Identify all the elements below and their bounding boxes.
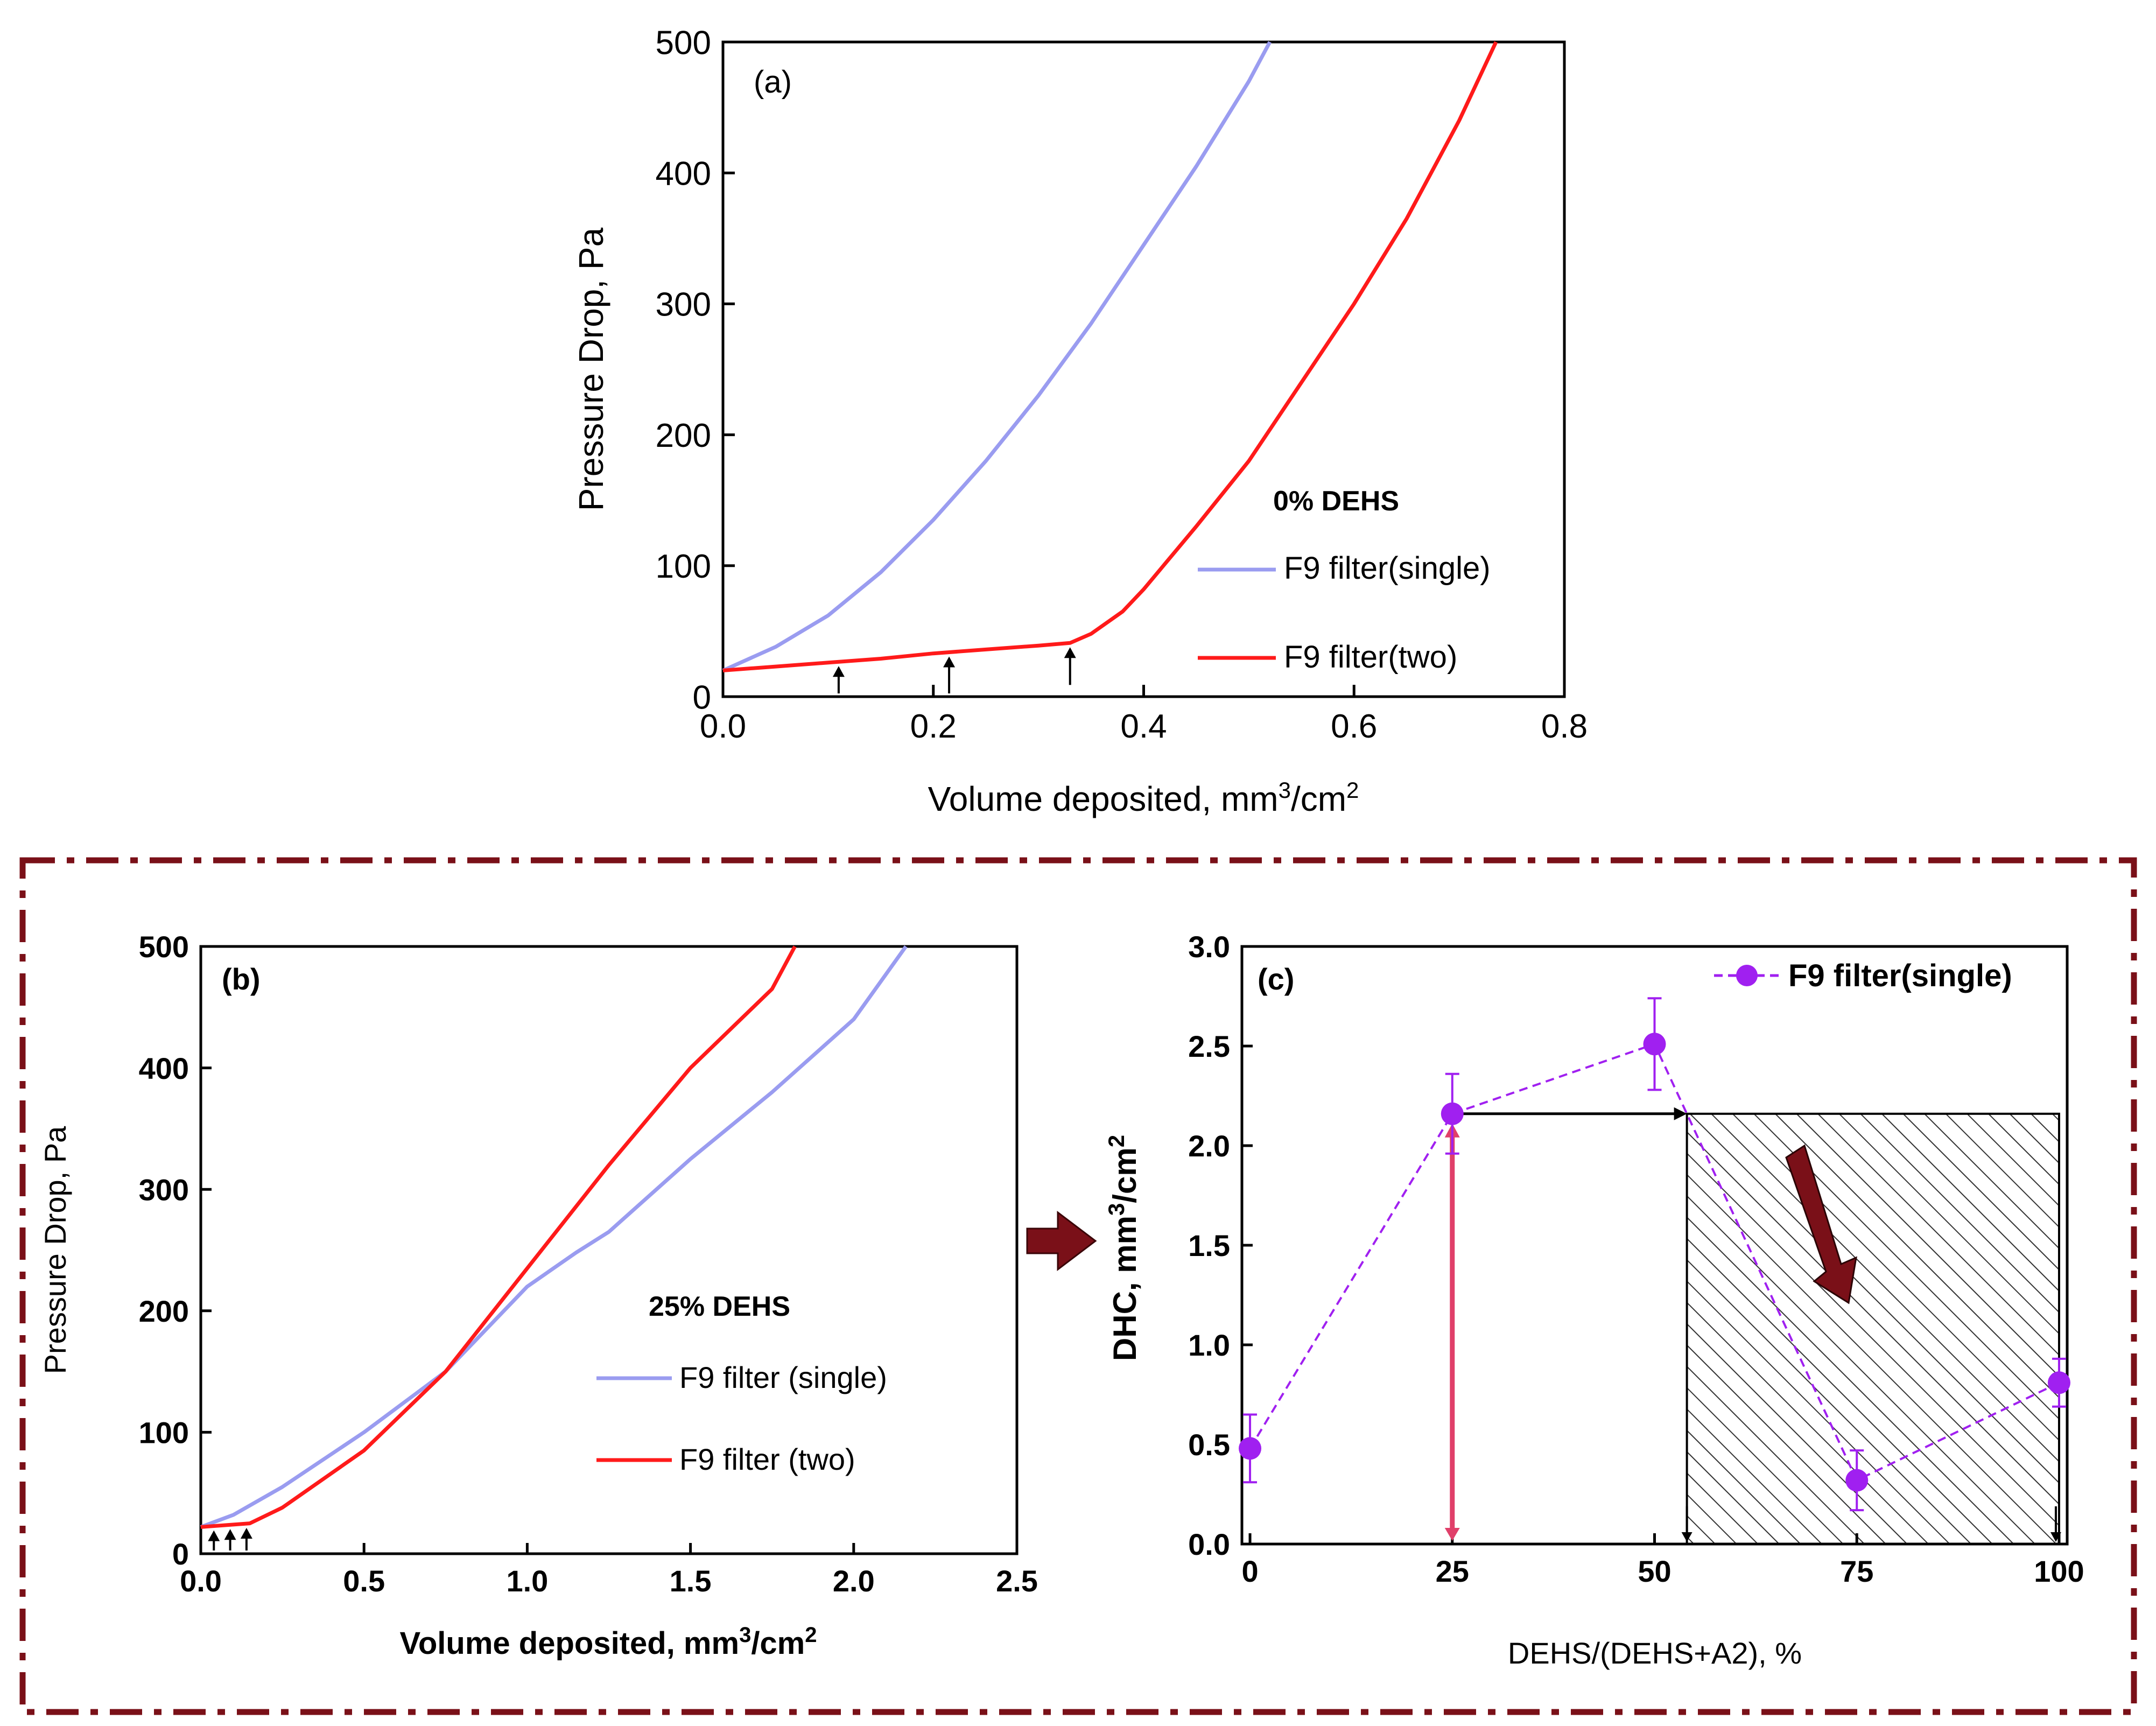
panel-c-ytick-label: 0.0 xyxy=(1188,1527,1230,1561)
panel-c-data-point xyxy=(2047,1371,2070,1394)
panel-c-xtick-label: 100 xyxy=(2034,1554,2084,1588)
panel-a-ytick-label: 500 xyxy=(656,24,711,61)
panel-a-ylabel: Pressure Drop, Pa xyxy=(572,227,610,511)
panel-a-ytick-label: 0 xyxy=(693,679,711,716)
panel-a-marker-arrow-head xyxy=(832,666,845,677)
panel-c-ylabel: DHC, mm3/cm2 xyxy=(1104,1135,1143,1361)
panel-a-ytick-label: 400 xyxy=(656,156,711,193)
panel-b-xlabel: Volume deposited, mm3/cm2 xyxy=(399,1623,817,1661)
panel-a-ytick-label: 200 xyxy=(656,417,711,454)
panel-b-label: (b) xyxy=(222,962,261,996)
panel-b-ytick-label: 0 xyxy=(172,1537,189,1571)
panel-c-xtick-label: 50 xyxy=(1638,1554,1671,1588)
panel-b-xtick-label: 1.5 xyxy=(670,1564,712,1598)
panel-c-down-arrow-head xyxy=(2050,1532,2061,1542)
panel-c-legend-marker xyxy=(1736,965,1758,986)
panel-a-xtick-label: 0.2 xyxy=(910,708,957,745)
dashed-group-frame xyxy=(19,857,2137,1715)
panel-b-xtick-label: 0.0 xyxy=(180,1564,222,1598)
panel-c-shaded-region xyxy=(1687,1113,2059,1544)
panel-c-xtick-label: 25 xyxy=(1436,1554,1469,1588)
panel-a-xtick-label: 0.8 xyxy=(1541,708,1588,745)
panel-b-series-single-line xyxy=(200,945,908,1529)
panel-c-ytick-label: 0.5 xyxy=(1188,1428,1230,1462)
panel-a-marker-arrow-head xyxy=(1064,647,1076,658)
panel-c-label: (c) xyxy=(1258,962,1294,996)
panel-c-data-point xyxy=(1441,1102,1464,1125)
panel-a-chart: 0.0 0.2 0.4 0.6 0.8 0 100 200 300 400 500 (a) 0% D… xyxy=(572,24,1588,818)
right-arrow-icon xyxy=(1026,1210,1097,1272)
panel-b-legend-single-label: F9 filter (single) xyxy=(679,1360,887,1394)
panel-a-legend-two-label: F9 filter(two) xyxy=(1284,640,1457,675)
panel-a-arrows xyxy=(832,647,1076,693)
panel-c-series xyxy=(1239,997,2070,1512)
panel-a-xtick-label: 0.4 xyxy=(1120,708,1167,745)
panel-c-ytick-label: 1.5 xyxy=(1188,1229,1230,1262)
panel-b-ytick-label: 300 xyxy=(139,1173,189,1206)
panel-a-xtick-label: 0.0 xyxy=(700,708,746,745)
panel-b-ticks: 0.0 0.5 1.0 1.5 2.0 2.5 0 100 200 300 400 500 xyxy=(139,930,1038,1598)
panel-c-data-point xyxy=(1239,1437,1262,1460)
panel-c-ticks: 0 25 50 75 100 0.0 0.5 1.0 1.5 2.0 2.5 3.0 xyxy=(1188,930,2084,1588)
panel-c-xlabel: DEHS/(DEHS+A2), % xyxy=(1508,1636,1802,1670)
panel-c-ytick-label: 3.0 xyxy=(1188,930,1230,964)
panel-a-xlabel: Volume deposited, mm3/cm2 xyxy=(928,777,1359,818)
panel-b-ytick-label: 400 xyxy=(139,1051,189,1085)
panel-c-diagonal-arrow xyxy=(1785,1144,1857,1304)
panel-a-legend-single-label: F9 filter(single) xyxy=(1284,551,1491,586)
panel-b-marker-arrow-head xyxy=(240,1528,252,1539)
panel-b-axes-frame xyxy=(199,945,1019,1555)
panel-b-legend-two-label: F9 filter (two) xyxy=(679,1442,855,1476)
panel-a-series-two-line xyxy=(722,41,1498,672)
panel-c-xtick-label: 75 xyxy=(1840,1554,1873,1588)
panel-a-annotation: 0% DEHS xyxy=(1273,486,1399,517)
panel-c-down-arrow-head xyxy=(1681,1532,1693,1542)
panel-a-xtick-label: 0.6 xyxy=(1331,708,1377,745)
panel-a-ytick-label: 100 xyxy=(656,548,711,585)
panel-a-label: (a) xyxy=(754,65,792,100)
panel-b-series-two-line xyxy=(200,945,797,1529)
panel-a-marker-arrow-head xyxy=(943,656,956,668)
panel-b-xtick-label: 2.5 xyxy=(996,1564,1038,1598)
panel-b-marker-arrow-head xyxy=(208,1530,220,1541)
panel-b-annotation: 25% DEHS xyxy=(649,1291,790,1322)
panel-b-chart: 0.0 0.5 1.0 1.5 2.0 2.5 0 100 200 300 400 500 (b) 2… xyxy=(38,930,1038,1661)
panel-c-ytick-label: 2.5 xyxy=(1188,1029,1230,1063)
panel-c-legend-label: F9 filter(single) xyxy=(1788,958,2012,993)
panel-a-ytick-label: 300 xyxy=(656,286,711,324)
panel-b-arrows xyxy=(208,1528,252,1550)
panel-b-series xyxy=(200,945,908,1529)
panel-c-horizontal-arrow-head xyxy=(1674,1107,1687,1120)
panel-b-ytick-label: 500 xyxy=(139,930,189,964)
panel-c-xtick-label: 0 xyxy=(1241,1554,1258,1588)
panel-c-ytick-label: 1.0 xyxy=(1188,1328,1230,1362)
panel-c-shaded-region-border xyxy=(1686,1112,2060,1546)
panel-c-chart: 0 25 50 75 100 0.0 0.5 1.0 1.5 2.0 2.5 3.0 (c) F9 f… xyxy=(1104,930,2084,1670)
panel-a-series xyxy=(722,41,1498,672)
panel-c-data-point xyxy=(1845,1469,1869,1492)
panel-c-double-arrow-head-down xyxy=(1444,1528,1460,1541)
panel-b-ylabel: Pressure Drop, Pa xyxy=(38,1126,72,1374)
panel-c-ytick-label: 2.0 xyxy=(1188,1129,1230,1163)
panel-b-ytick-label: 100 xyxy=(139,1416,189,1450)
panel-a-series-single-line xyxy=(722,41,1272,672)
panel-b-xtick-label: 0.5 xyxy=(343,1564,385,1598)
panel-b-xtick-label: 2.0 xyxy=(833,1564,875,1598)
panel-c-data-point xyxy=(1643,1033,1666,1056)
panel-a-ticks: 0.0 0.2 0.4 0.6 0.8 0 100 200 300 400 500 xyxy=(656,24,1588,745)
panel-b-marker-arrow-head xyxy=(224,1529,236,1540)
panel-b-ytick-label: 200 xyxy=(139,1294,189,1328)
panel-b-xtick-label: 1.0 xyxy=(506,1564,548,1598)
